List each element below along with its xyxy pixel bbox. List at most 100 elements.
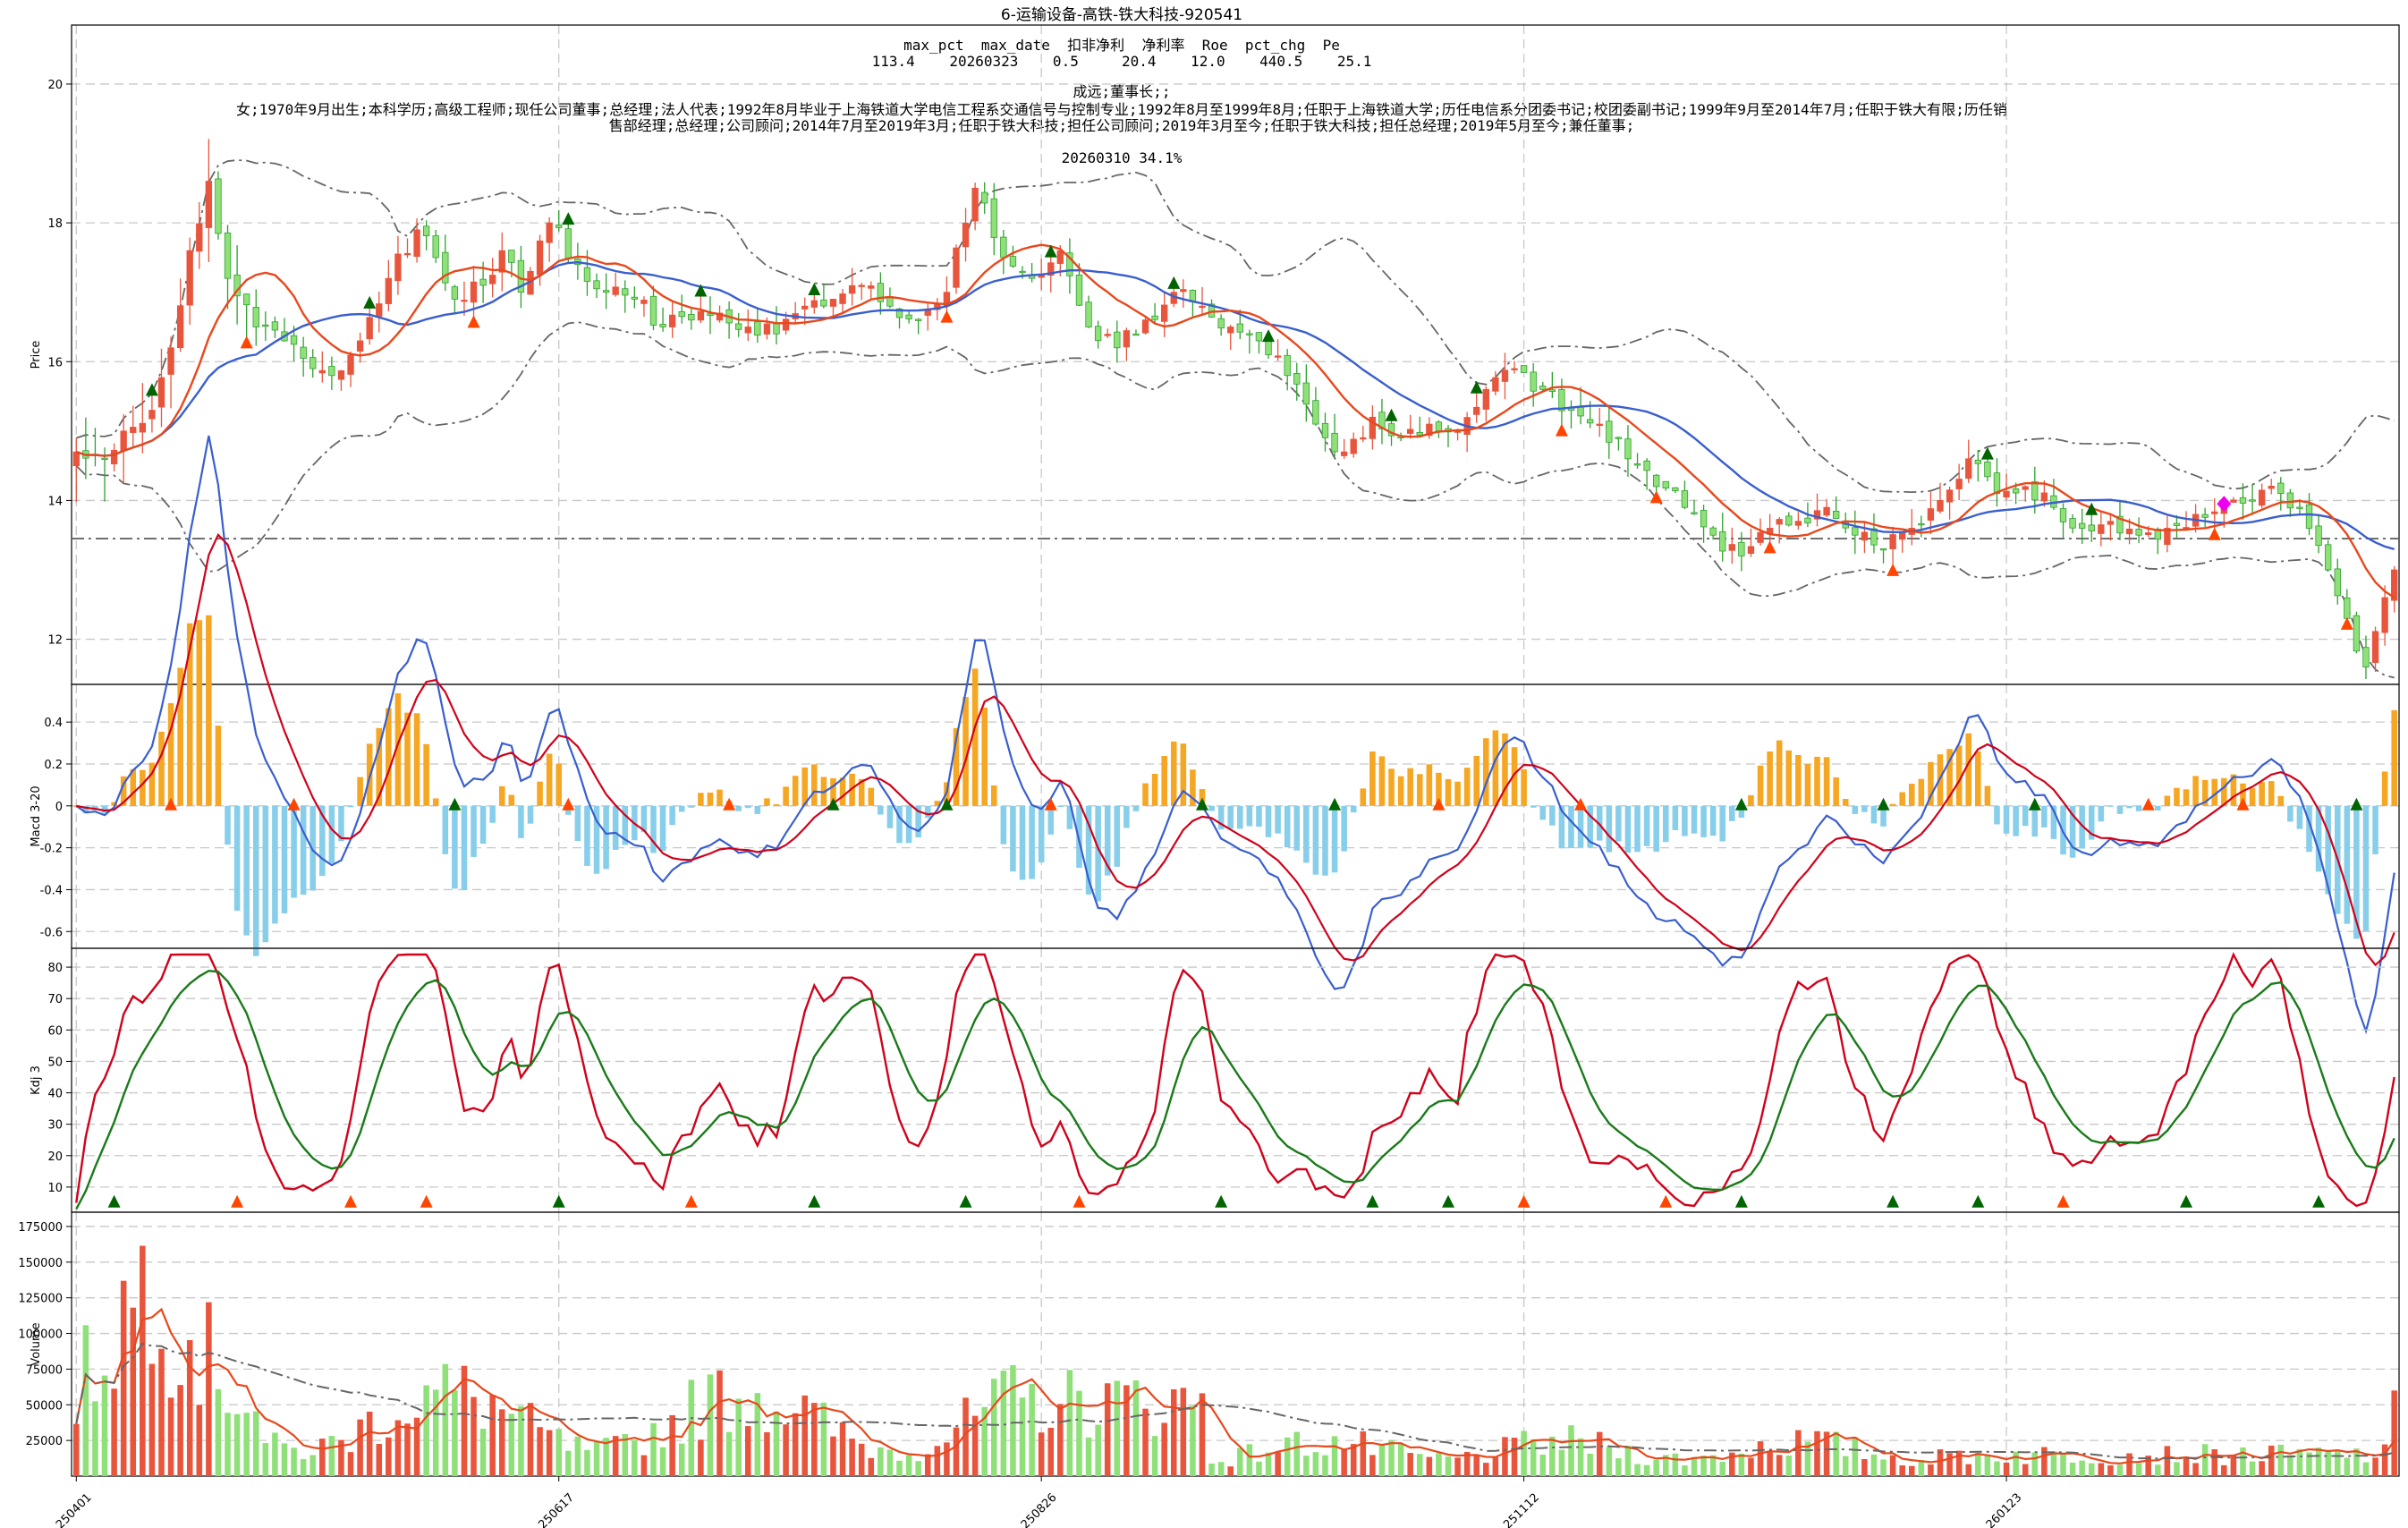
candle-body bbox=[262, 324, 269, 327]
macd-histogram-bar bbox=[584, 805, 590, 866]
volume-bar bbox=[678, 1443, 685, 1476]
volume-bar bbox=[1170, 1388, 1177, 1476]
volume-bar bbox=[215, 1388, 222, 1476]
signal-marker bbox=[1167, 276, 1181, 289]
macd-histogram-bar bbox=[479, 805, 487, 845]
y-tick-label: 150000 bbox=[18, 1257, 63, 1270]
macd-histogram-bar bbox=[1804, 764, 1811, 806]
volume-bar bbox=[1454, 1457, 1461, 1476]
volume-bar bbox=[1227, 1466, 1234, 1476]
x-tick-label: 251112 bbox=[1501, 1491, 1542, 1528]
candle-body bbox=[640, 299, 648, 304]
volume-bar bbox=[971, 1415, 979, 1476]
kdj-signal-marker bbox=[1366, 1194, 1379, 1208]
macd-histogram-bar bbox=[1492, 730, 1499, 806]
macd-histogram-bar bbox=[2107, 805, 2114, 807]
signal-marker bbox=[1044, 244, 1057, 258]
macd-histogram-bar bbox=[1965, 733, 1972, 806]
kdj-signal-marker bbox=[1659, 1194, 1673, 1208]
macd-histogram-bar bbox=[1095, 805, 1101, 902]
candle-body bbox=[1662, 480, 1669, 488]
x-tick-label: 260123 bbox=[1984, 1491, 2025, 1528]
volume-bar bbox=[953, 1427, 960, 1476]
volume-bar bbox=[546, 1430, 553, 1476]
candle-body bbox=[1151, 315, 1158, 320]
volume-bar bbox=[101, 1375, 108, 1476]
macd-histogram-bar bbox=[640, 805, 648, 833]
macd-histogram-bar bbox=[1719, 805, 1726, 842]
macd-histogram-bar bbox=[622, 805, 629, 845]
kdj-signal-marker bbox=[1734, 1194, 1748, 1208]
candle-body bbox=[1160, 304, 1168, 322]
candle-body bbox=[971, 187, 979, 222]
macd-histogram-bar bbox=[1511, 747, 1518, 806]
volume-bar bbox=[1085, 1437, 1092, 1476]
macd-histogram-bar bbox=[2116, 805, 2124, 814]
candle-body bbox=[735, 323, 742, 330]
macd-histogram-bar bbox=[2022, 805, 2029, 827]
volume-bar bbox=[1256, 1461, 1262, 1476]
candle-body bbox=[385, 277, 393, 304]
macd-histogram-bar bbox=[1463, 768, 1471, 806]
volume-bar bbox=[2164, 1446, 2171, 1476]
candle-body bbox=[546, 222, 553, 243]
volume-bar bbox=[1161, 1422, 1167, 1476]
macd-histogram-bar bbox=[1303, 805, 1310, 863]
macd-histogram-bar bbox=[2079, 805, 2085, 849]
volume-bar bbox=[394, 1420, 402, 1476]
volume-bar bbox=[1104, 1383, 1111, 1476]
macd-histogram-bar bbox=[413, 713, 420, 806]
volume-bar bbox=[2088, 1463, 2095, 1476]
volume-bar bbox=[1587, 1453, 1593, 1476]
macd-histogram-bar bbox=[498, 785, 505, 806]
y-tick-label: 0.2 bbox=[44, 759, 63, 772]
candle-body bbox=[868, 285, 875, 289]
macd-histogram-bar bbox=[2306, 805, 2312, 853]
macd-histogram-bar bbox=[1123, 805, 1130, 828]
candle-body bbox=[839, 293, 846, 304]
signal-marker bbox=[1887, 563, 1900, 576]
volume-bar bbox=[2259, 1461, 2265, 1476]
candle-body bbox=[1321, 423, 1329, 438]
volume-bar bbox=[1653, 1459, 1659, 1476]
candle-body bbox=[1700, 510, 1708, 528]
candle-body bbox=[895, 308, 903, 318]
macd-histogram-bar bbox=[962, 697, 969, 806]
candle-body bbox=[1643, 460, 1650, 471]
candle-body bbox=[1378, 412, 1386, 429]
volume-bar bbox=[1729, 1452, 1735, 1476]
candle-body bbox=[1350, 438, 1357, 454]
macd-histogram-bar bbox=[707, 792, 714, 806]
macd-histogram-bar bbox=[1161, 755, 1167, 806]
volume-bar bbox=[1312, 1452, 1319, 1476]
macd-histogram-bar bbox=[376, 727, 383, 806]
macd-histogram-bar bbox=[1880, 805, 1887, 827]
candle-body bbox=[461, 300, 468, 302]
macd-histogram-bar bbox=[2287, 805, 2294, 822]
candle-body bbox=[848, 284, 856, 294]
volume-bar bbox=[1928, 1464, 1934, 1476]
macd-histogram-bar bbox=[1700, 805, 1707, 837]
volume-bar bbox=[300, 1459, 307, 1476]
candle-body bbox=[1757, 531, 1764, 543]
macd-histogram-bar bbox=[233, 805, 241, 912]
volume-bar bbox=[792, 1413, 799, 1476]
volume-bar bbox=[2098, 1463, 2105, 1476]
candle-body bbox=[602, 290, 610, 293]
candle-body bbox=[479, 278, 487, 286]
candle-body bbox=[1227, 327, 1234, 334]
volume-bar bbox=[1010, 1365, 1016, 1476]
volume-bar bbox=[924, 1454, 931, 1476]
volume-bar bbox=[905, 1455, 912, 1476]
volume-bar bbox=[1407, 1453, 1413, 1476]
candle-body bbox=[300, 346, 307, 359]
candle-body bbox=[215, 178, 222, 234]
macd-histogram-bar bbox=[981, 708, 988, 806]
candle-body bbox=[1965, 458, 1972, 480]
macd-signal-marker bbox=[1195, 797, 1208, 811]
macd-histogram-bar bbox=[111, 802, 117, 806]
volume-bar bbox=[225, 1413, 231, 1476]
candle-body bbox=[498, 250, 505, 273]
volume-bar bbox=[1700, 1456, 1707, 1476]
